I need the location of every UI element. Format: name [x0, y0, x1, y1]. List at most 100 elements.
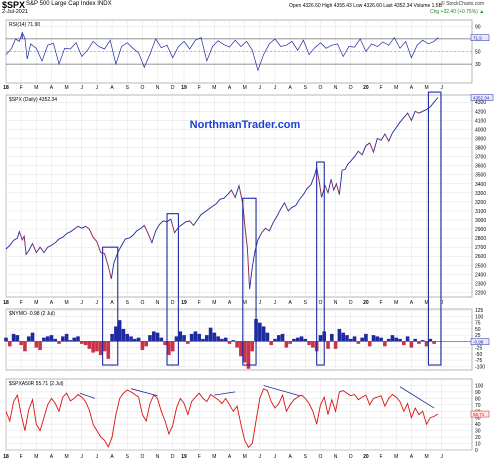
rsi-time-axis-label: N	[156, 85, 160, 91]
breadth-y-tick-label: 50	[475, 416, 481, 422]
nymo-histogram-bar	[110, 333, 114, 342]
price-time-axis-label: M	[424, 300, 428, 306]
breadth-y-tick-label: 70	[475, 403, 481, 409]
bottom-time-axis-label: M	[394, 454, 398, 460]
breadth-trendline	[399, 386, 435, 409]
rsi-time-axis-label: F	[198, 85, 201, 91]
nymo-histogram-bar	[242, 341, 247, 363]
price-y-tick-label: 3000	[475, 218, 486, 224]
nymo-y-tick-label: 100	[475, 314, 484, 320]
price-time-axis-label: A	[228, 300, 232, 306]
bottom-time-axis-label: 19	[181, 454, 187, 460]
copyright-text: © StockCharts.com	[441, 1, 485, 7]
bottom-time-axis-label: J	[96, 454, 99, 460]
rsi-time-axis-label: J	[259, 85, 262, 91]
price-down-segment	[231, 189, 236, 198]
price-y-tick-label: 4000	[475, 127, 486, 133]
price-time-axis-label: D	[171, 300, 175, 306]
nymo-histogram-bar	[155, 332, 160, 342]
rsi-last-value-tag	[470, 34, 490, 41]
bottom-time-axis-label: D	[349, 454, 353, 460]
nymo-histogram-bar	[7, 341, 12, 347]
bottom-time-axis-label: M	[424, 454, 428, 460]
highlight-box-2	[166, 213, 179, 366]
rsi-y-tick-label: 30	[475, 62, 481, 68]
nymo-histogram-bar	[102, 341, 107, 352]
nymo-histogram-bar	[284, 341, 289, 348]
price-time-axis-label: M	[34, 300, 38, 306]
nymo-y-tick-label: 50	[475, 327, 481, 333]
price-down-segment	[92, 237, 98, 242]
nymo-histogram-bar	[288, 341, 292, 344]
nymo-histogram-bar	[121, 328, 126, 342]
price-last-value-tag	[470, 94, 494, 101]
bottom-time-axis-label: J	[81, 454, 84, 460]
nymo-histogram-bar	[276, 335, 281, 342]
bottom-time-axis-label: M	[243, 454, 247, 460]
price-y-tick-label: 2600	[475, 254, 486, 260]
nymo-histogram-bar	[87, 341, 92, 349]
rsi-time-axis-label: 19	[181, 85, 187, 91]
price-down-segment	[18, 231, 23, 241]
nymo-histogram-bar	[72, 337, 76, 342]
rsi-time-axis-label: J	[96, 85, 99, 91]
nymo-histogram-bar	[159, 337, 164, 342]
price-down-segment	[108, 266, 112, 279]
nymo-histogram-bar	[174, 336, 179, 342]
nymo-histogram-bar	[57, 341, 61, 344]
price-y-tick-label: 3600	[475, 164, 486, 170]
nymo-histogram-bar	[117, 320, 122, 342]
price-down-segment	[85, 226, 90, 230]
price-time-axis-label: A	[50, 300, 54, 306]
rsi-time-axis-label: M	[243, 85, 247, 91]
bottom-time-axis-label: A	[288, 454, 292, 460]
breadth-y-tick-label: 10	[475, 442, 481, 448]
price-down-segment	[144, 225, 149, 234]
price-down-segment	[163, 220, 168, 223]
nymo-histogram-bar	[364, 333, 368, 342]
nymo-histogram-bar	[193, 331, 198, 342]
nymo-histogram-bar	[53, 338, 58, 342]
bottom-time-axis-label: F	[20, 454, 23, 460]
price-y-tick-label: 4200	[475, 109, 486, 115]
nymo-histogram-bar	[106, 341, 111, 359]
nymo-histogram-bar	[95, 341, 99, 352]
nymo-histogram-bar	[295, 337, 300, 342]
nymo-histogram-bar	[303, 338, 308, 342]
rsi-legend-text: RSI(14) 71.90	[9, 22, 40, 28]
rsi-last-value-label: 71.9	[473, 36, 482, 41]
price-down-segment	[324, 185, 329, 193]
nymo-histogram-bar	[178, 331, 183, 342]
nymo-histogram-bar	[26, 336, 31, 342]
chart-date: 2-Jul-2021	[2, 9, 28, 15]
rsi-time-axis-label: F	[20, 85, 23, 91]
nymo-histogram-bar	[144, 341, 148, 347]
price-down-segment	[96, 241, 101, 253]
bottom-time-axis-label: O	[140, 454, 144, 460]
price-time-axis-label: A	[410, 300, 414, 306]
price-time-axis-label: O	[319, 300, 323, 306]
rsi-time-axis-label: S	[126, 85, 130, 91]
watermark-text: NorthmanTrader.com	[190, 119, 301, 131]
nymo-histogram-bar	[227, 341, 232, 344]
price-time-axis-label: S	[304, 300, 308, 306]
bottom-time-axis-label: 18	[3, 454, 9, 460]
nymo-histogram-bar	[307, 341, 311, 346]
nymo-histogram-bar	[420, 340, 425, 342]
nymo-histogram-bar	[386, 338, 391, 342]
price-time-axis-label: J	[259, 300, 262, 306]
nymo-histogram-bar	[45, 336, 50, 342]
nymo-histogram-bar	[223, 337, 228, 342]
price-down-segment	[104, 253, 109, 267]
nymo-histogram-bar	[413, 338, 417, 342]
price-time-axis-label: F	[380, 300, 383, 306]
price-y-tick-label: 3300	[475, 191, 486, 197]
rsi-time-axis-label: A	[288, 85, 292, 91]
price-down-segment	[189, 220, 194, 226]
nymo-histogram-bar	[246, 341, 251, 369]
nymo-histogram-bar	[341, 332, 345, 342]
price-y-tick-label: 2200	[475, 290, 486, 296]
rsi-time-axis-label: D	[349, 85, 353, 91]
rsi-time-axis-label: J	[81, 85, 84, 91]
price-down-segment	[384, 133, 389, 142]
